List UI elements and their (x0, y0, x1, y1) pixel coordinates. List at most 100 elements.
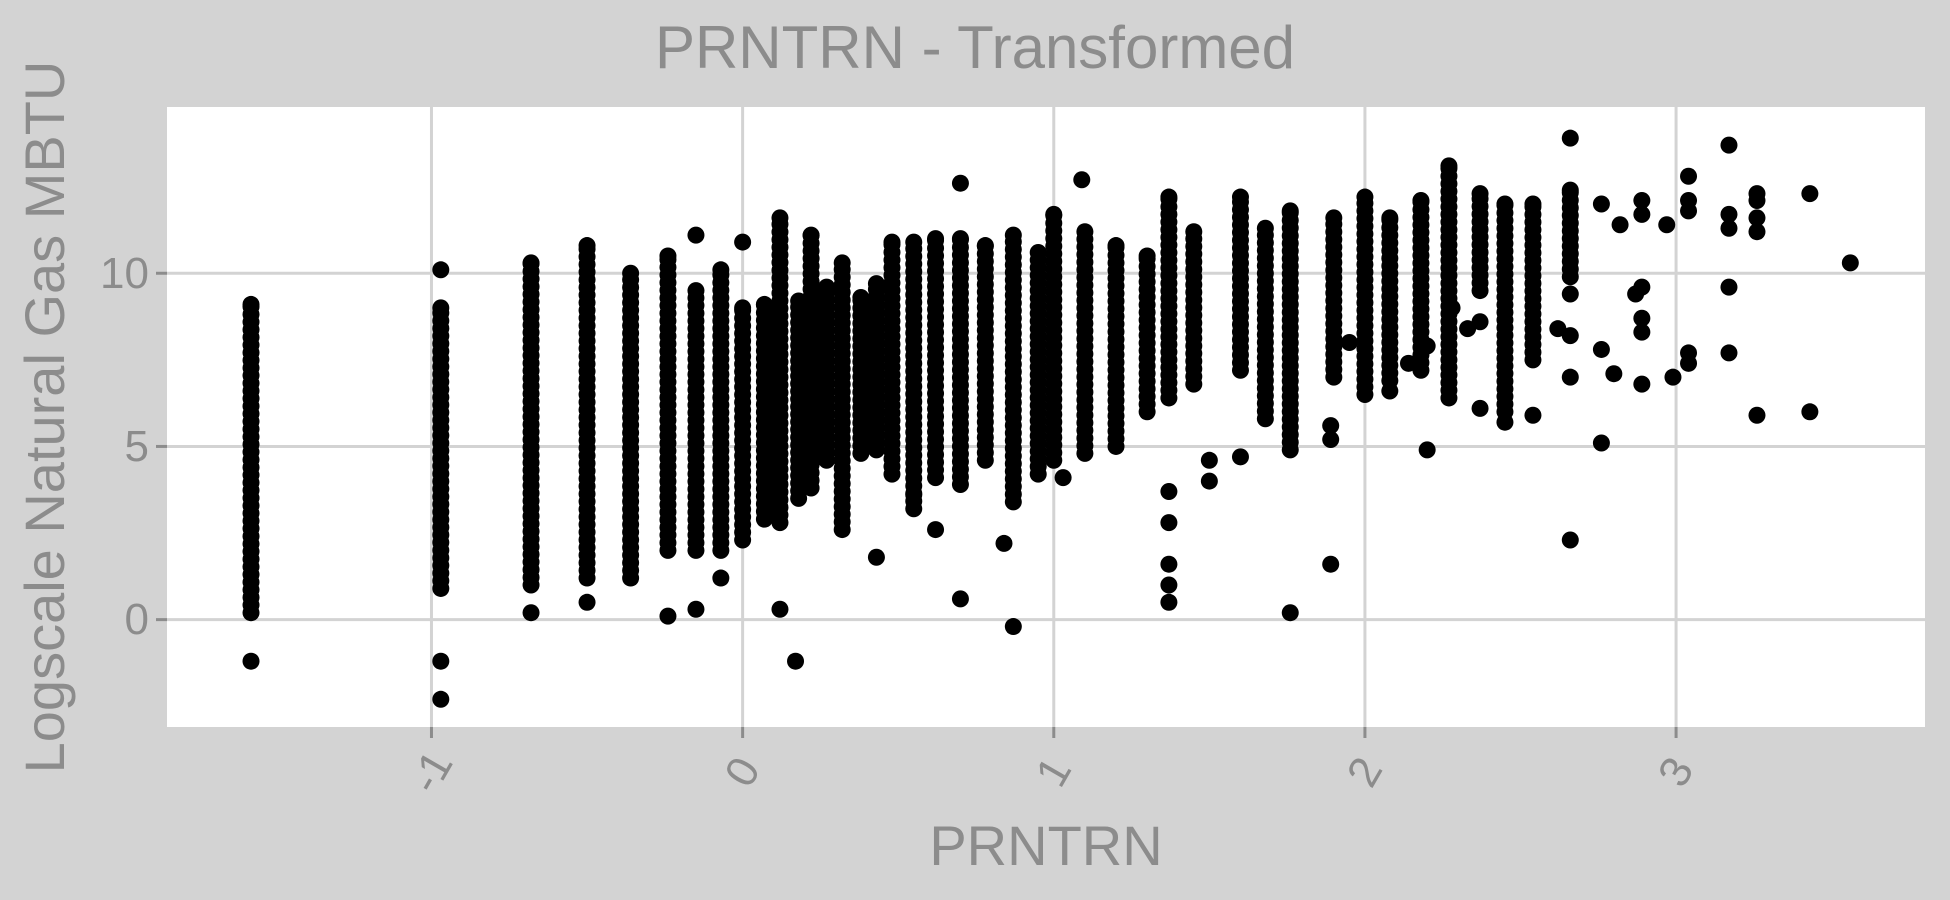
data-point (659, 607, 677, 625)
data-point (1443, 299, 1461, 317)
data-point (1459, 320, 1477, 338)
data-point (1561, 327, 1579, 345)
data-point (1561, 531, 1579, 549)
data-point (1281, 202, 1299, 220)
data-points (242, 129, 1859, 708)
data-point (1256, 219, 1274, 237)
chart-title: PRNTRN - Transformed (655, 14, 1295, 81)
data-point (1004, 618, 1022, 636)
data-point (1633, 278, 1651, 296)
data-point (432, 652, 450, 670)
data-point (1633, 192, 1651, 210)
data-point (771, 209, 789, 227)
data-point (1356, 188, 1374, 206)
data-point (687, 600, 705, 618)
y-axis-label: Logscale Natural Gas MBTU (13, 61, 76, 774)
data-point (1160, 514, 1178, 532)
data-point (1054, 469, 1072, 487)
data-point (687, 226, 705, 244)
data-point (951, 590, 969, 608)
data-point (1440, 157, 1458, 175)
data-point (578, 593, 596, 611)
data-point (1322, 417, 1340, 435)
data-point (1471, 399, 1489, 417)
data-point (1496, 413, 1514, 431)
data-point (622, 264, 640, 282)
data-point (1340, 334, 1358, 352)
data-point (1592, 195, 1610, 213)
y-tick-label: 0 (125, 595, 149, 644)
data-point (687, 282, 705, 300)
data-point (1720, 344, 1738, 362)
data-point (1841, 254, 1859, 272)
data-point (976, 237, 994, 255)
data-point (1138, 247, 1156, 265)
data-point (1592, 340, 1610, 358)
data-point (905, 486, 923, 504)
data-point (1720, 219, 1738, 237)
data-point (1549, 320, 1567, 338)
x-axis-label: PRNTRN (929, 814, 1162, 877)
data-point (1680, 167, 1698, 185)
data-point (1605, 365, 1623, 383)
data-point (818, 278, 836, 296)
data-point (787, 652, 805, 670)
data-point (1592, 434, 1610, 452)
data-point (1160, 188, 1178, 206)
data-point (1412, 192, 1430, 210)
data-point (242, 295, 260, 313)
data-point (1524, 406, 1542, 424)
data-point (1160, 482, 1178, 500)
data-point (734, 299, 752, 317)
data-point (1524, 195, 1542, 213)
data-point (905, 233, 923, 251)
data-point (1658, 216, 1676, 234)
data-point (522, 604, 540, 622)
data-point (951, 230, 969, 248)
data-point (852, 289, 870, 307)
data-point (1561, 181, 1579, 199)
data-point (1801, 403, 1819, 421)
data-point (1045, 205, 1063, 223)
data-point (1801, 185, 1819, 203)
data-point (1720, 136, 1738, 154)
data-point (1231, 188, 1249, 206)
data-point (1381, 382, 1399, 400)
data-point (1004, 226, 1022, 244)
data-point (1200, 451, 1218, 469)
data-point (1680, 344, 1698, 362)
data-point (883, 233, 901, 251)
data-point (867, 275, 885, 293)
data-point (1231, 448, 1249, 466)
data-point (1381, 209, 1399, 227)
data-point (1160, 593, 1178, 611)
data-point (578, 237, 596, 255)
data-point (833, 254, 851, 272)
data-point (1561, 129, 1579, 147)
data-point (1748, 185, 1766, 203)
data-point (771, 600, 789, 618)
data-point (734, 233, 752, 251)
data-point (1748, 209, 1766, 227)
data-point (1471, 185, 1489, 203)
data-point (1748, 406, 1766, 424)
data-point (1325, 209, 1343, 227)
data-point (1471, 313, 1489, 331)
data-point (712, 569, 730, 587)
y-axis-ticks: 0 5 10 (100, 249, 167, 644)
data-point (432, 261, 450, 279)
y-tick-label: 10 (100, 249, 149, 298)
data-point (1496, 195, 1514, 213)
data-point (1322, 431, 1340, 449)
data-point (712, 261, 730, 279)
data-point (1561, 285, 1579, 303)
y-tick-label: 5 (125, 422, 149, 471)
data-point (432, 299, 450, 317)
data-point (1160, 555, 1178, 573)
data-point (1418, 441, 1436, 459)
data-point (1720, 205, 1738, 223)
data-point (1185, 223, 1203, 241)
data-point (432, 690, 450, 708)
data-point (1418, 337, 1436, 355)
data-point (1281, 604, 1299, 622)
